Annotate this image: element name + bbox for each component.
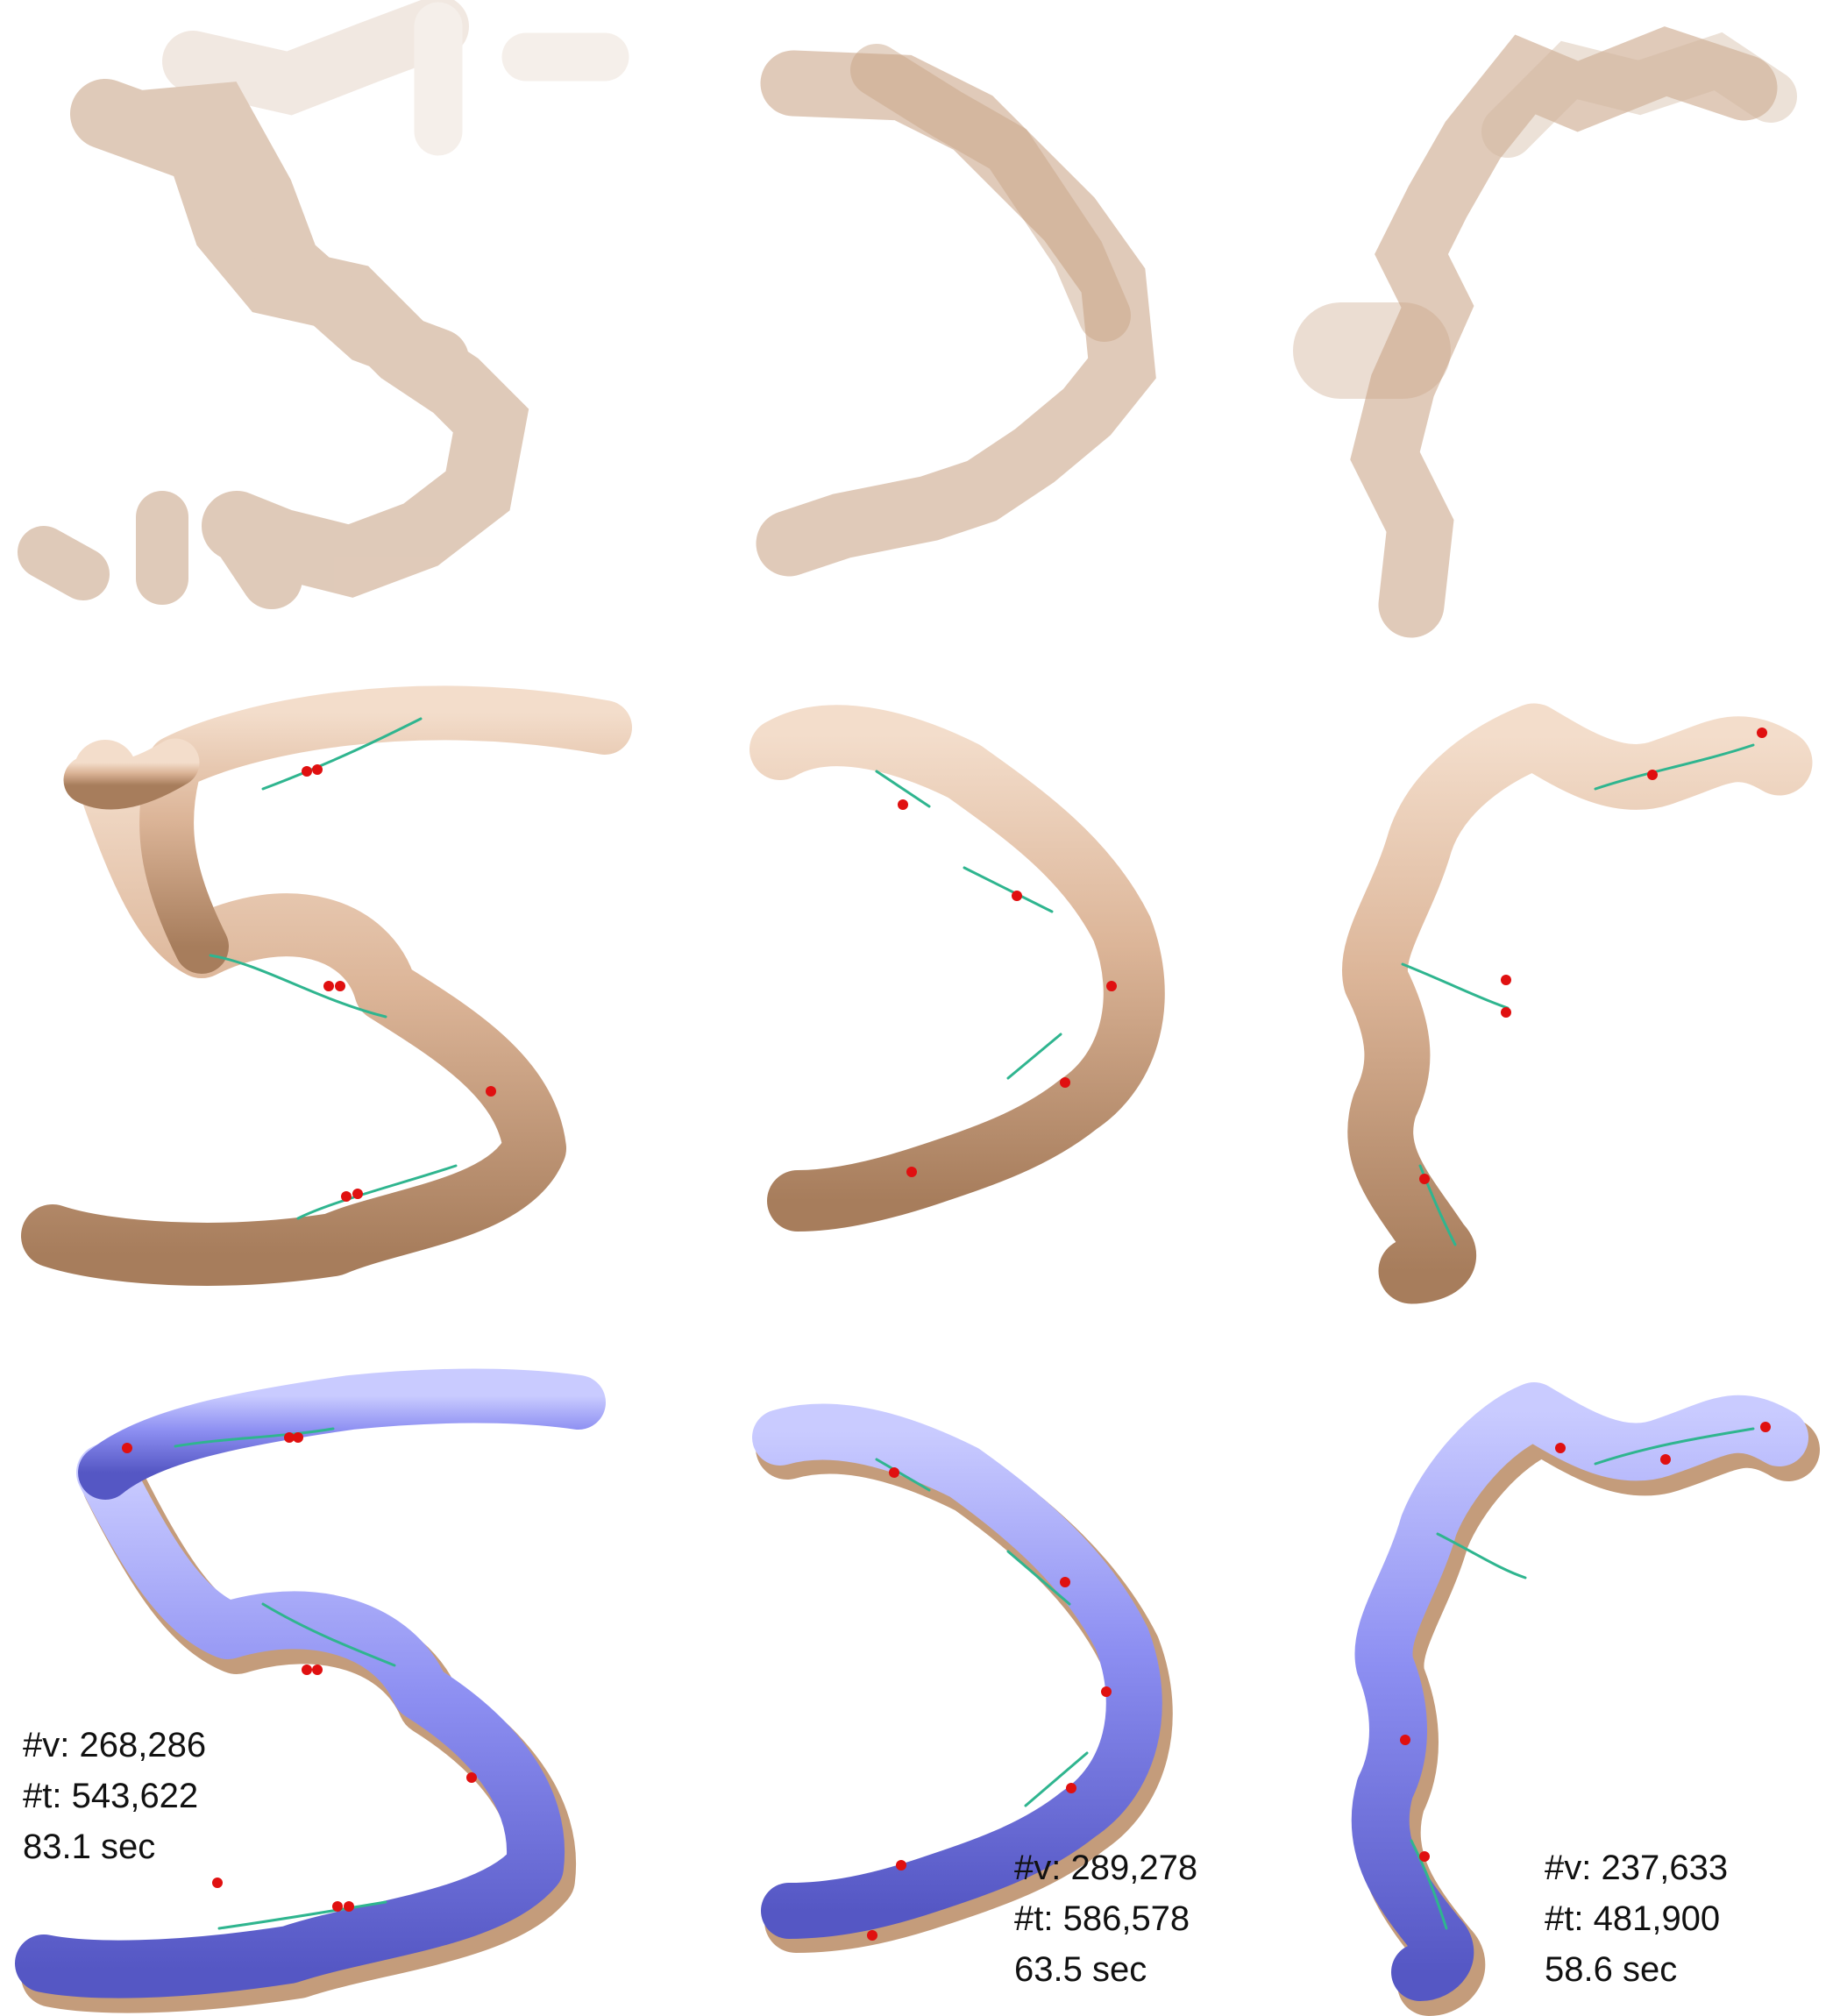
- panel-blend-5: [21, 685, 632, 1286]
- vertex-count: #v: 268,286: [23, 1726, 207, 1764]
- triangle-count: #t: 543,622: [23, 1777, 199, 1815]
- vertex-count: #v: 289,278: [1014, 1849, 1198, 1887]
- panel-blend-f: [1268, 703, 1813, 1304]
- stats-f: #v: 237,633 #t: 481,900 58.6 sec: [1545, 1842, 1728, 1995]
- stats-d: #v: 289,278 #t: 586,578 63.5 sec: [1014, 1842, 1197, 1995]
- triangle-count: #t: 586,578: [1014, 1899, 1190, 1938]
- panel-blend-d: [749, 657, 1165, 1306]
- compute-time: 58.6 sec: [1545, 1950, 1678, 1989]
- panel-result-5: [15, 1368, 606, 2013]
- compute-time: 83.1 sec: [23, 1828, 156, 1866]
- panel-input-d: [756, 0, 1156, 640]
- triangle-count: #t: 481,900: [1545, 1899, 1721, 1938]
- panel-input-5: [18, 0, 629, 609]
- panel-input-f: [1264, 26, 1797, 638]
- panel-result-f: [1268, 1382, 1820, 2016]
- compute-time: 63.5 sec: [1014, 1950, 1147, 1989]
- vertex-count: #v: 237,633: [1545, 1849, 1729, 1887]
- panel-result-d: [752, 1341, 1173, 2016]
- stats-5: #v: 268,286 #t: 543,622 83.1 sec: [23, 1720, 206, 1872]
